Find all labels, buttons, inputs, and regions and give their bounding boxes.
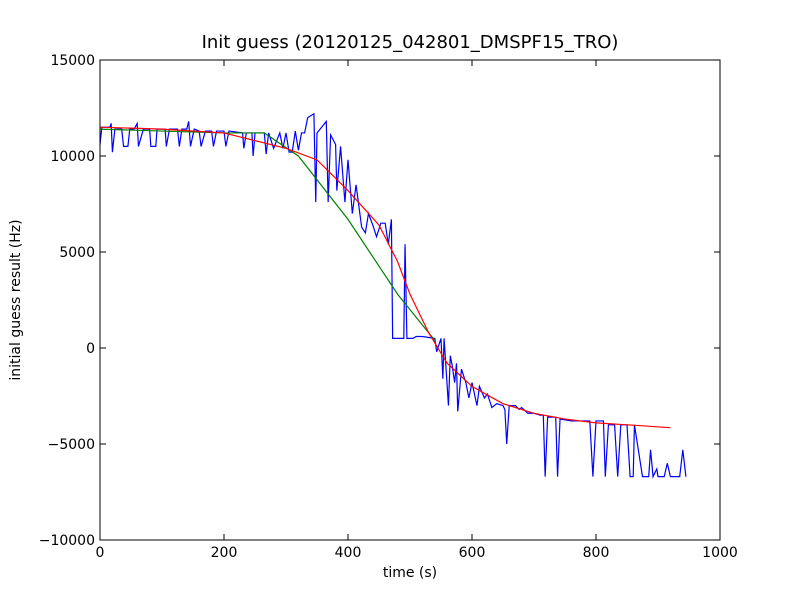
y-tick-label: 5000 bbox=[59, 245, 95, 261]
y-tick-label: 10000 bbox=[50, 149, 95, 165]
y-tick-label: −10000 bbox=[39, 533, 95, 549]
x-tick-label: 200 bbox=[211, 545, 238, 561]
x-tick-label: 0 bbox=[96, 545, 105, 561]
x-tick-label: 400 bbox=[335, 545, 362, 561]
x-axis-label: time (s) bbox=[383, 565, 437, 581]
y-tick-label: 15000 bbox=[50, 53, 95, 69]
y-axis-label: initial guess result (Hz) bbox=[8, 219, 24, 380]
data-line bbox=[99, 128, 436, 341]
x-tick-label: 800 bbox=[583, 545, 610, 561]
chart-title: Init guess (20120125_042801_DMSPF15_TRO) bbox=[202, 32, 619, 53]
x-tick-label: 600 bbox=[459, 545, 486, 561]
plot-frame bbox=[99, 59, 721, 541]
x-tick-label: 1000 bbox=[702, 545, 738, 561]
y-tick-label: 0 bbox=[86, 341, 95, 357]
data-line bbox=[99, 126, 671, 429]
y-tick-label: −5000 bbox=[48, 437, 95, 453]
